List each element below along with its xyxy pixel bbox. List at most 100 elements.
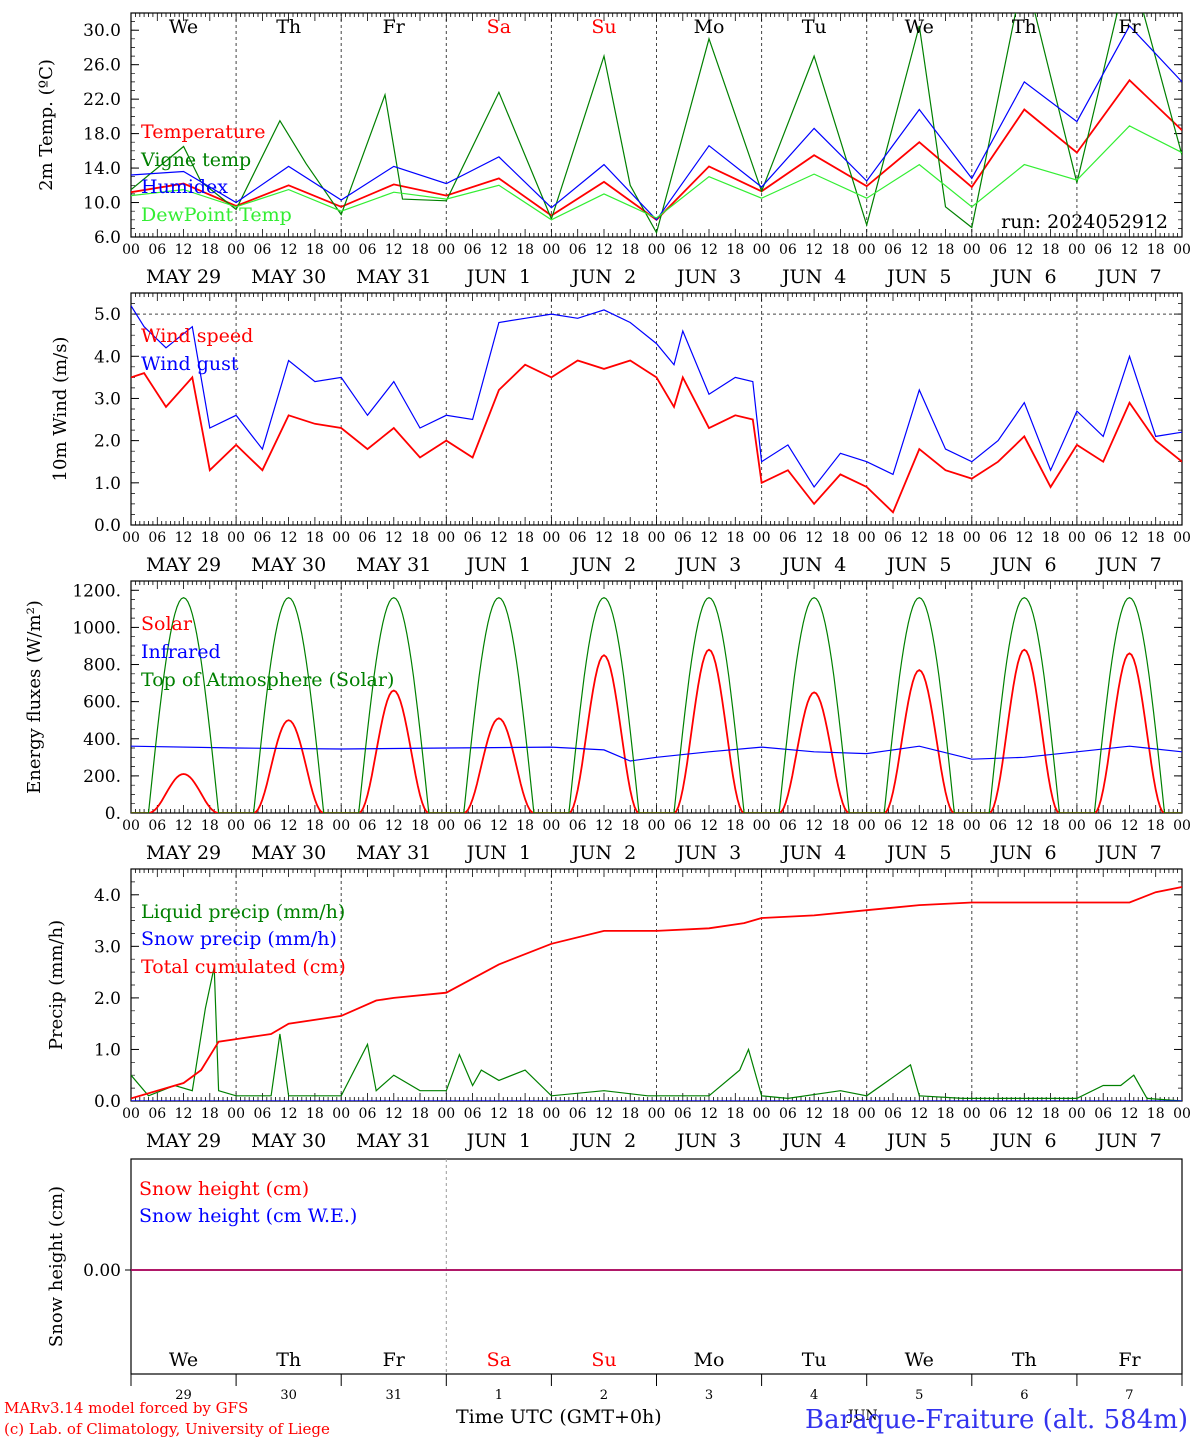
hour-tick-label: 12 (700, 1106, 718, 1122)
series-line-total-cumulated-cm- (131, 886, 1182, 1100)
hour-tick-label: 00 (753, 242, 771, 258)
weekday-label: Th (276, 16, 301, 38)
hour-tick-label: 06 (989, 818, 1007, 834)
hour-tick-label: 00 (332, 818, 350, 834)
y-tick-label: 1.0 (94, 1040, 121, 1060)
hour-tick-label: 18 (411, 530, 429, 546)
y-tick-label: 4.0 (94, 347, 121, 367)
hour-tick-label: 00 (858, 1106, 876, 1122)
hour-tick-label: 06 (569, 242, 587, 258)
hour-tick-label: 12 (595, 818, 613, 834)
weekday-label: Th (276, 1349, 301, 1371)
y-tick-label: 800. (83, 656, 121, 676)
hour-tick-label: 18 (621, 818, 639, 834)
hour-tick-label: 06 (253, 530, 271, 546)
date-label: JUN 4 (780, 266, 846, 288)
date-label: MAY 30 (251, 554, 326, 576)
date-label: MAY 31 (356, 1130, 431, 1152)
hour-tick-label: 12 (805, 530, 823, 546)
hour-tick-label: 18 (516, 530, 534, 546)
hour-tick-label: 18 (726, 242, 744, 258)
hour-tick-label: 06 (779, 818, 797, 834)
hour-tick-label: 06 (989, 1106, 1007, 1122)
hour-tick-label: 06 (464, 1106, 482, 1122)
hour-tick-label: 06 (674, 1106, 692, 1122)
day-number-label: 6 (1020, 1388, 1028, 1403)
legend-entry: Solar (141, 613, 193, 635)
legend-entry: Wind gust (141, 353, 239, 375)
hour-tick-label: 18 (306, 818, 324, 834)
hour-tick-label: 12 (385, 1106, 403, 1122)
y-minor-ticks (131, 12, 1182, 238)
legend-entry: Snow height (cm) (139, 1178, 309, 1200)
hour-tick-label: 00 (648, 242, 666, 258)
hour-tick-label: 00 (542, 818, 560, 834)
hour-tick-label: 06 (253, 242, 271, 258)
hour-tick-label: 12 (280, 530, 298, 546)
legend-entry: Liquid precip (mm/h) (141, 901, 345, 923)
weekday-label: Sa (487, 1349, 511, 1371)
hour-tick-label: 00 (332, 242, 350, 258)
hour-tick-label: 00 (858, 242, 876, 258)
hour-tick-label: 00 (1068, 818, 1086, 834)
hour-tick-label: 18 (516, 818, 534, 834)
legend-entry: Humidex (141, 176, 228, 198)
hour-tick-label: 06 (779, 242, 797, 258)
y-tick-label: 2.0 (94, 989, 121, 1009)
hour-tick-label: 00 (542, 530, 560, 546)
series-line-liquid-precip-mm-h- (131, 966, 1182, 1101)
hour-tick-label: 00 (963, 242, 981, 258)
date-label: JUN 7 (1095, 1130, 1161, 1152)
date-label: JUN 3 (675, 842, 741, 864)
date-label: JUN 3 (675, 266, 741, 288)
x-ticks (130, 13, 1183, 237)
panel-energy: 0. 200. 400. 600. 800. 1000. 1200. Energy fluxe… (24, 580, 1191, 864)
hour-tick-label: 12 (910, 530, 928, 546)
hour-tick-label: 00 (648, 818, 666, 834)
date-label: JUN 5 (885, 266, 951, 288)
hour-tick-label: 12 (175, 818, 193, 834)
y-tick-label: 4.0 (94, 886, 121, 906)
date-label: JUN 2 (570, 1130, 636, 1152)
date-label: JUN 4 (780, 1130, 846, 1152)
hour-tick-label: 12 (1121, 530, 1139, 546)
y-tick-label: 200. (83, 767, 121, 787)
date-label: JUN 5 (885, 842, 951, 864)
date-label: JUN 6 (990, 1130, 1056, 1152)
hour-tick-label: 00 (753, 1106, 771, 1122)
hour-tick-label: 18 (621, 1106, 639, 1122)
hour-tick-label: 00 (122, 242, 140, 258)
y-axis-label: Precip (mm/h) (46, 920, 67, 1050)
date-label: MAY 29 (146, 842, 221, 864)
hour-tick-label: 18 (201, 242, 219, 258)
hour-tick-label: 06 (569, 530, 587, 546)
day-number-label: 31 (385, 1388, 402, 1403)
series-line-humidex (131, 24, 1182, 221)
hour-tick-label: 06 (569, 818, 587, 834)
hour-tick-label: 00 (753, 530, 771, 546)
weekday-label: Su (591, 1349, 616, 1371)
hour-tick-label: 18 (937, 530, 955, 546)
run-label: run: 2024052912 (1001, 211, 1168, 233)
day-number-label: 30 (280, 1388, 297, 1403)
hour-tick-label: 18 (306, 530, 324, 546)
date-label: MAY 31 (356, 266, 431, 288)
date-label: JUN 6 (990, 266, 1056, 288)
weekday-label: We (905, 16, 934, 38)
hour-tick-label: 00 (648, 530, 666, 546)
hour-tick-label: 06 (779, 1106, 797, 1122)
legend-entry: Temperature (141, 121, 265, 143)
hour-tick-label: 18 (1042, 1106, 1060, 1122)
date-label: JUN 6 (990, 554, 1056, 576)
lab-credit: (c) Lab. of Climatology, University of L… (4, 1420, 330, 1438)
hour-tick-label: 12 (910, 242, 928, 258)
hour-tick-label: 12 (1121, 1106, 1139, 1122)
hour-tick-label: 12 (175, 242, 193, 258)
hour-tick-label: 12 (910, 818, 928, 834)
y-axis-label: Energy fluxes (W/m²) (24, 600, 45, 794)
y-tick-label: 3.0 (94, 937, 121, 957)
y-tick-label: 0.00 (83, 1261, 121, 1281)
day-number-label: 5 (915, 1388, 923, 1403)
y-tick-label: 0. (105, 804, 121, 824)
legend-entry: Vigne temp (140, 149, 251, 171)
